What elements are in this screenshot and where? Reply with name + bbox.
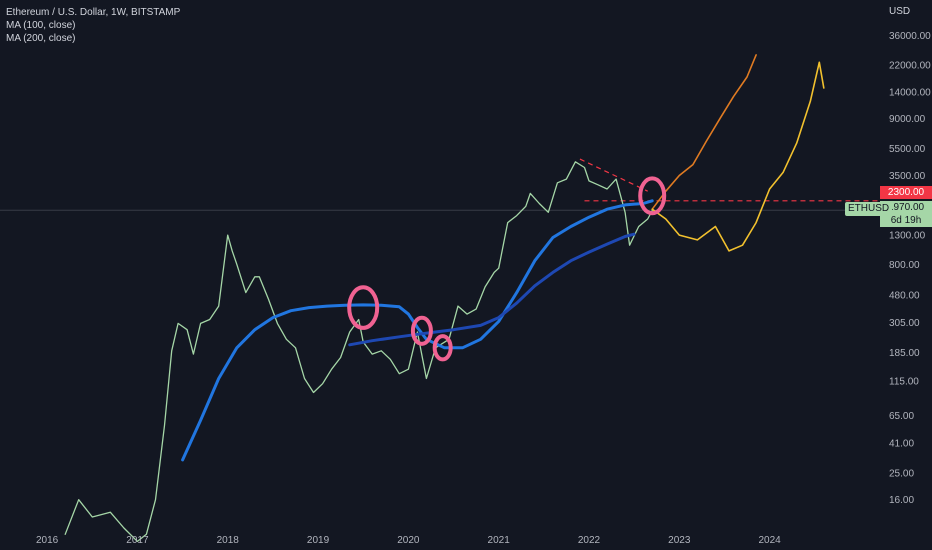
y-tick-label: 9000.00 (889, 114, 926, 125)
projection-yellow (651, 61, 825, 252)
ma100-label: MA (100, close) (6, 20, 76, 31)
x-tick-label: 2024 (758, 535, 781, 546)
ma200-label: MA (200, close) (6, 33, 76, 44)
descending-trendline (579, 158, 648, 192)
y-tick-label: 5500.00 (889, 144, 926, 155)
y-tick-label: 1300.00 (889, 231, 926, 242)
x-tick-label: 2017 (126, 535, 149, 546)
bar-countdown: 6d 19h (880, 214, 932, 227)
y-tick-label: 800.00 (889, 260, 920, 271)
x-tick-label: 2023 (668, 535, 691, 546)
x-tick-label: 2019 (307, 535, 330, 546)
highlight-circle (432, 334, 453, 362)
y-tick-label: 16.00 (889, 495, 914, 506)
x-tick-label: 2020 (397, 535, 420, 546)
x-tick-label: 2016 (36, 535, 59, 546)
x-tick-label: 2021 (488, 535, 511, 546)
y-tick-label: 65.00 (889, 411, 914, 422)
chart-legend: Ethereum / U.S. Dollar, 1W, BITSTAMP MA … (6, 6, 180, 45)
symbol-tag: ETHUSD (845, 202, 893, 216)
highlight-circle (347, 285, 380, 330)
y-tick-label: 22000.00 (889, 60, 931, 71)
price-series (64, 161, 653, 543)
ma200-line (348, 232, 636, 347)
y-tick-label: 185.00 (889, 348, 920, 359)
y-tick-label: 115.00 (889, 377, 919, 388)
y-tick-label: 480.00 (889, 291, 920, 302)
projection-orange (651, 54, 757, 210)
y-tick-label: 25.00 (889, 468, 914, 479)
currency-unit: USD (889, 6, 911, 17)
highlight-circle (410, 315, 433, 346)
y-tick-label: 36000.00 (889, 31, 931, 42)
y-tick-label: 41.00 (889, 439, 914, 450)
ma100-line (181, 199, 654, 462)
y-tick-label: 3500.00 (889, 171, 926, 182)
x-tick-label: 2022 (578, 535, 601, 546)
y-tick-label: 305.00 (889, 318, 920, 329)
symbol-title: Ethereum / U.S. Dollar, 1W, BITSTAMP (6, 7, 181, 18)
highlight-circle (638, 176, 667, 216)
level-price-tag: 2300.00 (880, 186, 932, 199)
y-tick-label: 14000.00 (889, 88, 931, 99)
current-price-tag: 1970.00 (880, 201, 932, 214)
x-tick-label: 2018 (217, 535, 240, 546)
